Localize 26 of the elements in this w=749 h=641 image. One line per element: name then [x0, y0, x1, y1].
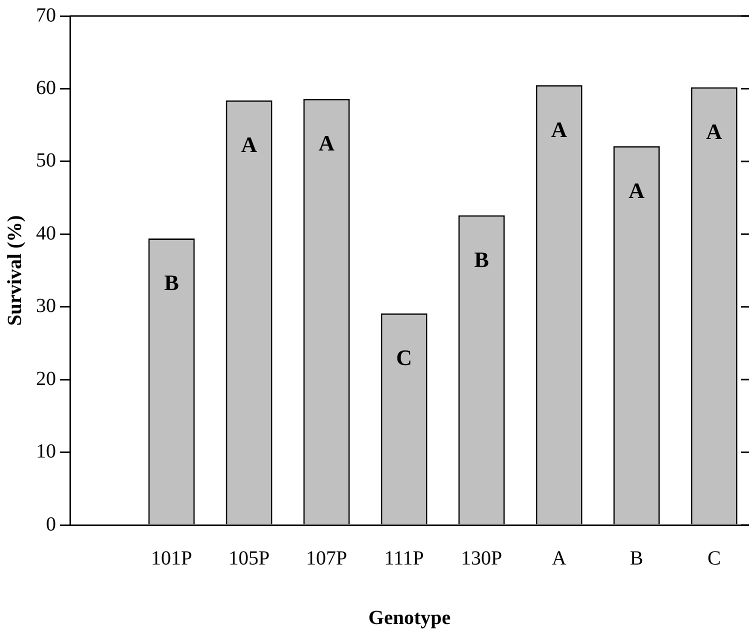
- annotation: B: [164, 270, 180, 296]
- annotation: A: [628, 178, 645, 203]
- y-tick-label: 40: [36, 222, 56, 244]
- y-tick-label: 0: [46, 513, 56, 536]
- x-tick-label: 130P: [461, 547, 502, 570]
- annotation: C: [396, 345, 412, 370]
- x-tick-label: 111P: [384, 547, 424, 570]
- y-tick-label: 30: [36, 295, 56, 318]
- annotation: A: [318, 130, 335, 156]
- x-tick-label: A: [552, 547, 567, 570]
- annotation: A: [241, 132, 258, 158]
- y-axis-title: Survival (%): [4, 215, 26, 326]
- annotation: A: [706, 118, 722, 144]
- x-tick-label: 105P: [228, 547, 270, 570]
- annotation: B: [474, 246, 490, 272]
- x-tick-label: 107P: [306, 547, 348, 570]
- x-axis-title: Genotype: [368, 607, 451, 630]
- x-tick-label: C: [707, 547, 721, 570]
- y-tick-label: 20: [36, 368, 56, 390]
- y-tick-label: 60: [36, 76, 56, 99]
- x-tick-label: B: [630, 547, 644, 570]
- y-tick-label: 10: [36, 440, 56, 463]
- x-tick-label: 101P: [150, 547, 192, 570]
- y-tick-label: 50: [36, 150, 56, 172]
- annotation: A: [551, 116, 568, 142]
- y-tick-label: 70: [36, 4, 56, 26]
